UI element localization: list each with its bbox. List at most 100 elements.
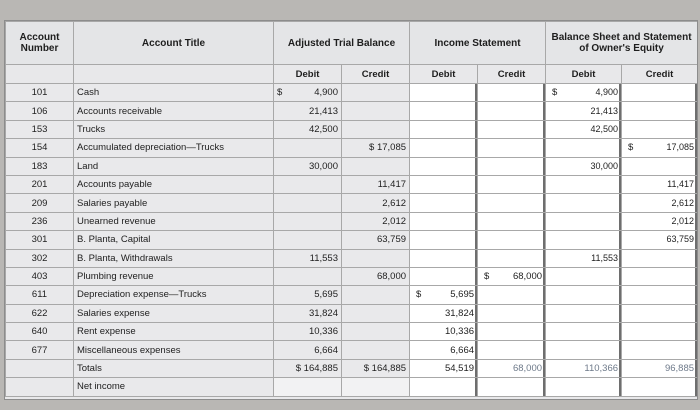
bs-credit-input[interactable] bbox=[621, 340, 697, 360]
blank-cell bbox=[5, 358, 74, 379]
bs-debit-net-income-input[interactable] bbox=[545, 377, 623, 397]
is-debit-input[interactable]: $5,695 bbox=[409, 285, 479, 305]
is-credit-input[interactable] bbox=[477, 285, 547, 305]
bs-debit-input[interactable] bbox=[545, 303, 623, 324]
is-credit-input[interactable] bbox=[477, 101, 547, 121]
is-debit-input[interactable]: 6,664 bbox=[409, 340, 479, 360]
atb-credit-value bbox=[340, 285, 411, 305]
account-number: 403 bbox=[5, 266, 74, 287]
is-credit-input[interactable] bbox=[477, 322, 547, 342]
bs-credit-input[interactable] bbox=[621, 82, 697, 103]
is-debit-input[interactable] bbox=[409, 119, 479, 140]
bs-credit-input-text: 63,759 bbox=[666, 234, 695, 245]
adjusted-trial-balance-header: Adjusted Trial Balance bbox=[272, 21, 411, 65]
is-debit-input[interactable]: 10,336 bbox=[409, 322, 479, 342]
bs-debit-input[interactable] bbox=[545, 285, 623, 305]
is-debit-input[interactable]: 31,824 bbox=[409, 303, 479, 324]
is-credit-input[interactable] bbox=[477, 174, 547, 195]
is-debit-input[interactable] bbox=[409, 211, 479, 232]
account-number-text: 201 bbox=[31, 179, 48, 191]
bs-credit-input[interactable]: $17,085 bbox=[621, 138, 697, 158]
is-debit-input[interactable] bbox=[409, 266, 479, 287]
account-number: 236 bbox=[5, 211, 74, 232]
is-credit-total-input[interactable]: 68,000 bbox=[477, 358, 547, 379]
bs-credit-input[interactable] bbox=[621, 156, 697, 176]
bs-credit-total-input[interactable]: 96,885 bbox=[621, 358, 697, 379]
dollar-sign: $ bbox=[552, 87, 558, 99]
bs-debit-input[interactable]: 11,553 bbox=[545, 248, 623, 268]
is-credit-input[interactable] bbox=[477, 340, 547, 360]
bs-debit-input[interactable] bbox=[545, 230, 623, 250]
bs-debit-input[interactable] bbox=[545, 193, 623, 213]
atb-debit-value: 42,500 bbox=[273, 119, 342, 140]
account-title: Cash bbox=[73, 82, 274, 103]
balance-sheet-header: Balance Sheet and Statement of Owner's E… bbox=[545, 21, 697, 65]
bs-credit-input[interactable] bbox=[621, 266, 697, 287]
is-credit-input[interactable]: $68,000 bbox=[477, 266, 547, 287]
is-debit-input[interactable] bbox=[409, 138, 479, 158]
bs-credit-input[interactable]: 2,612 bbox=[621, 193, 697, 213]
bs-debit-input[interactable]: 42,500 bbox=[545, 119, 623, 140]
account-number-header: Account Number bbox=[5, 21, 74, 65]
account-title-text: Salaries payable bbox=[77, 197, 148, 209]
atb-credit-value bbox=[340, 340, 411, 360]
account-number-text: 154 bbox=[31, 142, 48, 154]
account-title-text: Accounts payable bbox=[77, 179, 152, 191]
atb-credit-value: 68,000 bbox=[340, 266, 411, 287]
bs-debit-total-input[interactable]: 110,366 bbox=[545, 358, 623, 379]
bs-debit-input-text: 30,000 bbox=[590, 160, 619, 171]
bs-debit-input[interactable] bbox=[545, 138, 623, 158]
is-debit-input[interactable] bbox=[409, 193, 479, 213]
bs-debit-input[interactable] bbox=[545, 266, 623, 287]
is-debit-input[interactable] bbox=[409, 248, 479, 268]
bs-credit-input[interactable] bbox=[621, 285, 697, 305]
account-title: B. Planta, Withdrawals bbox=[73, 248, 274, 268]
bs-credit-input[interactable] bbox=[621, 303, 697, 324]
is-credit-header: Credit bbox=[477, 64, 547, 84]
bs-credit-input[interactable]: 63,759 bbox=[621, 230, 697, 250]
is-debit-input[interactable] bbox=[409, 156, 479, 176]
bs-debit-input[interactable] bbox=[545, 211, 623, 232]
bs-credit-input[interactable] bbox=[621, 101, 697, 121]
atb-debit-value: 21,413 bbox=[273, 101, 342, 121]
account-row: 611 Depreciation expense—Trucks 5,695 $5,69… bbox=[5, 285, 697, 305]
is-debit-input[interactable] bbox=[409, 230, 479, 250]
atb-debit-value: 5,695 bbox=[273, 285, 342, 305]
is-credit-input[interactable] bbox=[477, 82, 547, 103]
account-row: 302 B. Planta, Withdrawals 11,553 11,553 bbox=[5, 248, 697, 268]
bs-credit-input[interactable]: 2,012 bbox=[621, 211, 697, 232]
is-debit-input[interactable] bbox=[409, 82, 479, 103]
atb-debit-value-text: 4,900 bbox=[314, 87, 338, 99]
is-debit-input[interactable] bbox=[409, 174, 479, 195]
bs-debit-input[interactable]: $4,900 bbox=[545, 82, 623, 103]
bs-credit-net-income-input[interactable] bbox=[621, 377, 697, 397]
is-credit-net-income-input[interactable] bbox=[477, 377, 547, 397]
is-credit-input[interactable] bbox=[477, 303, 547, 324]
bs-debit-input[interactable]: 30,000 bbox=[545, 156, 623, 176]
account-number: 622 bbox=[5, 303, 74, 324]
is-debit-input[interactable] bbox=[409, 101, 479, 121]
is-credit-input[interactable] bbox=[477, 156, 547, 176]
is-credit-input[interactable] bbox=[477, 138, 547, 158]
bs-debit-input[interactable]: 21,413 bbox=[545, 101, 623, 121]
blank-cell bbox=[340, 377, 411, 397]
bs-debit-input[interactable] bbox=[545, 174, 623, 195]
is-credit-input[interactable] bbox=[477, 248, 547, 268]
bs-debit-input[interactable] bbox=[545, 340, 623, 360]
is-credit-input[interactable] bbox=[477, 211, 547, 232]
bs-credit-input[interactable] bbox=[621, 248, 697, 268]
is-credit-input[interactable] bbox=[477, 193, 547, 213]
bs-credit-input[interactable] bbox=[621, 322, 697, 342]
is-debit-total-input[interactable]: 54,519 bbox=[409, 358, 479, 379]
is-credit-input[interactable] bbox=[477, 230, 547, 250]
is-credit-input[interactable] bbox=[477, 119, 547, 140]
account-row: 201 Accounts payable 11,417 11,417 bbox=[5, 174, 697, 195]
account-title-text: Accumulated depreciation—Trucks bbox=[77, 142, 224, 154]
bs-credit-input[interactable]: 11,417 bbox=[621, 174, 697, 195]
is-debit-net-income-input[interactable] bbox=[409, 377, 479, 397]
bs-credit-header: Credit bbox=[621, 64, 697, 84]
account-number-text: 611 bbox=[31, 289, 48, 301]
bs-debit-input[interactable] bbox=[545, 322, 623, 342]
bs-credit-input[interactable] bbox=[621, 119, 697, 140]
account-row: 236 Unearned revenue 2,012 2,012 bbox=[5, 211, 697, 232]
